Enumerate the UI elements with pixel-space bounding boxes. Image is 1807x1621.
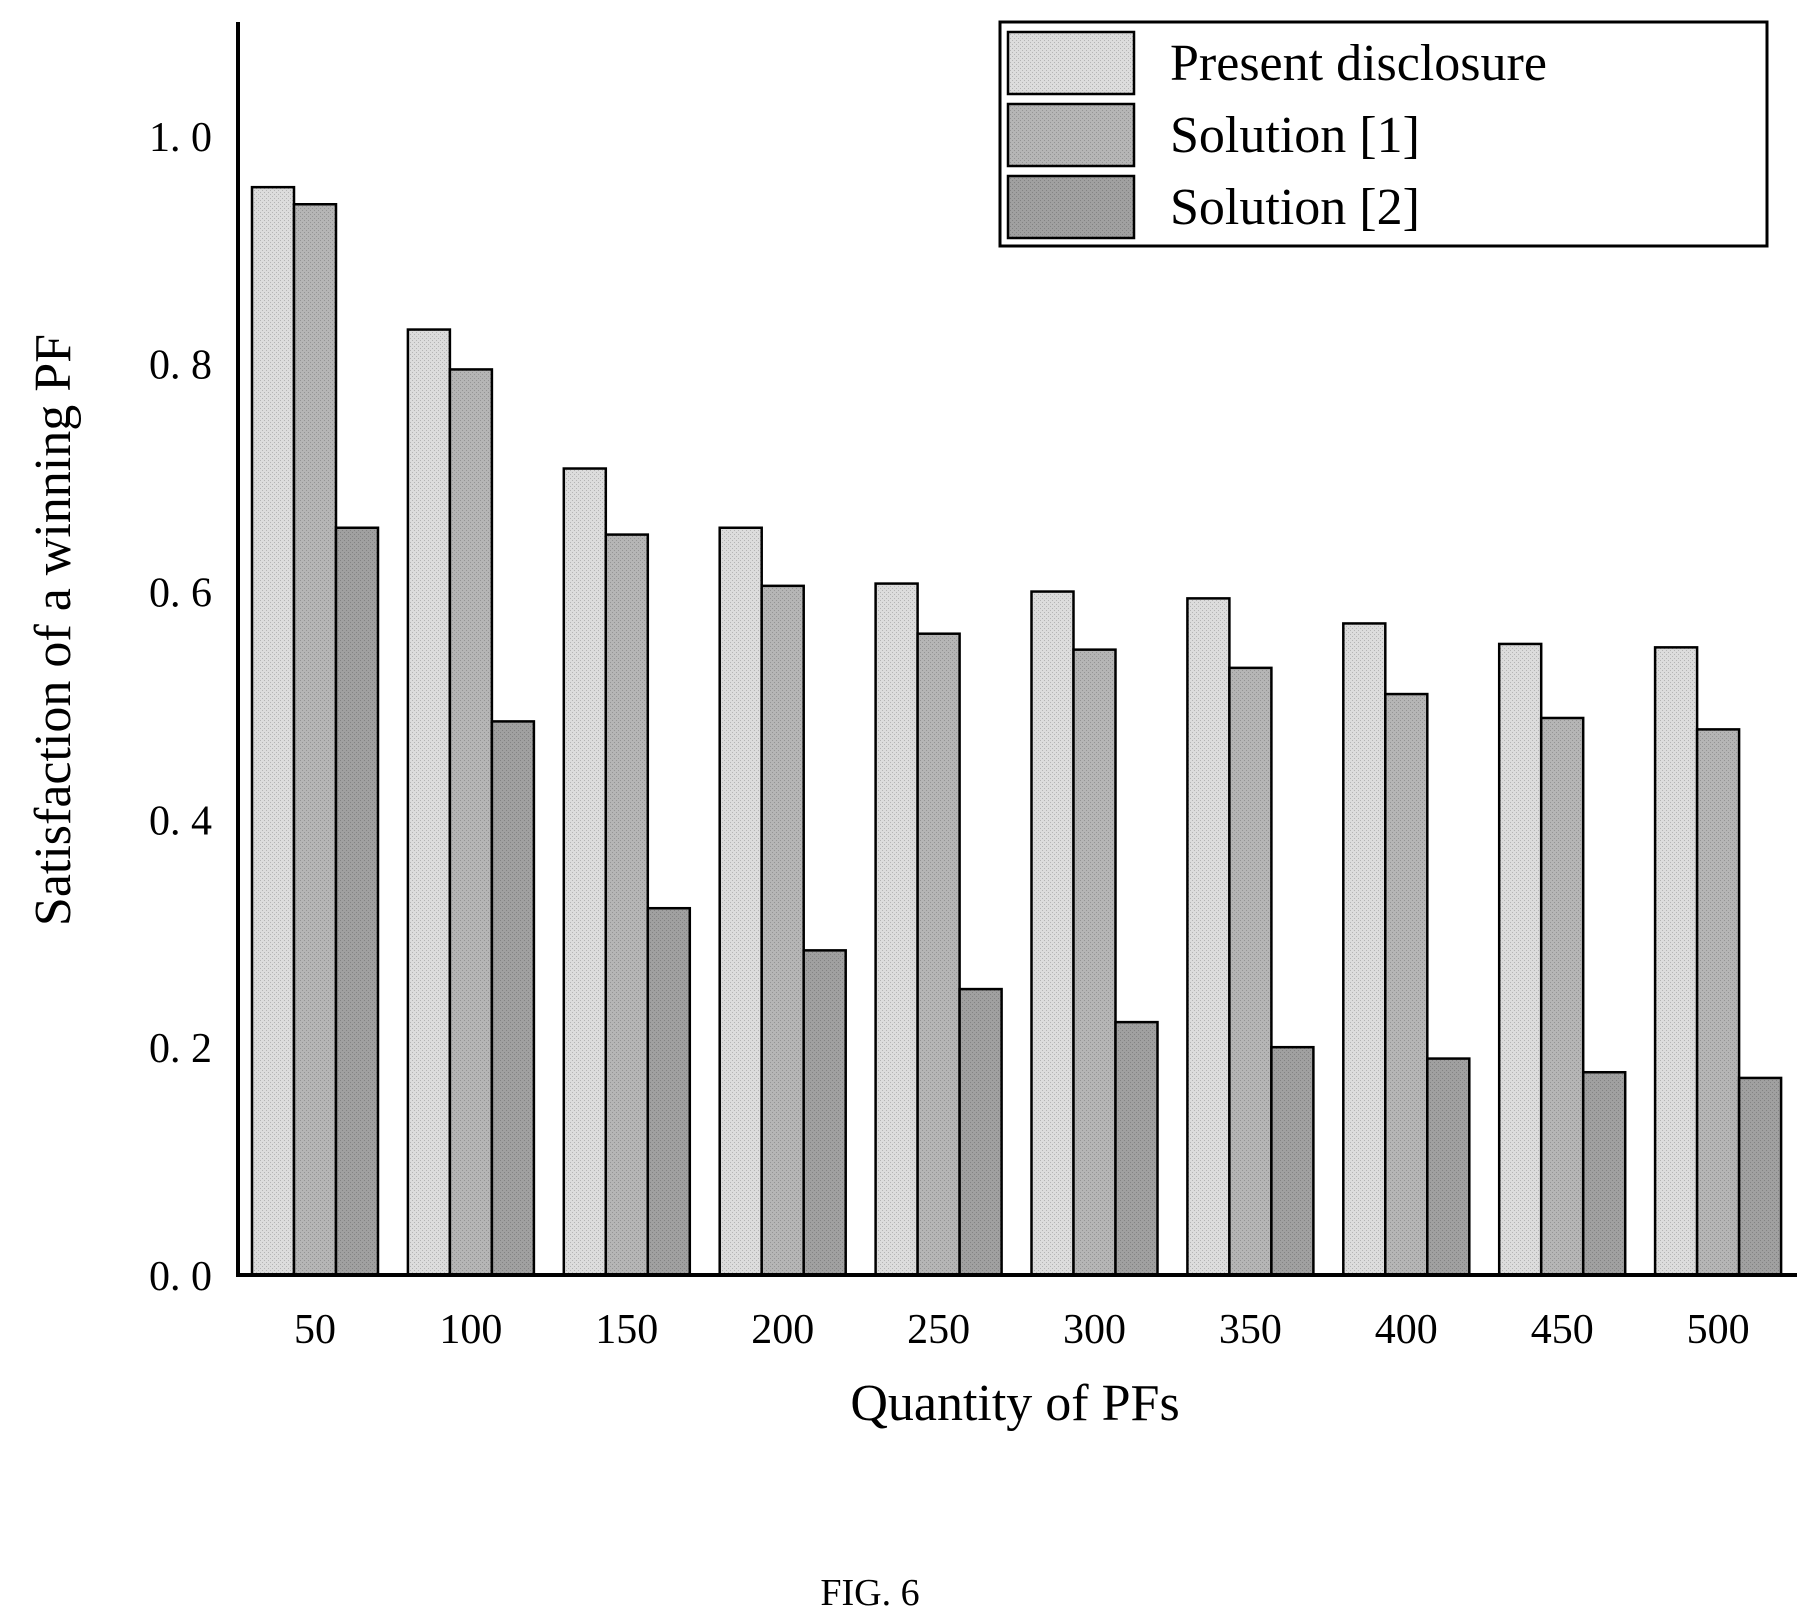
x-tick-label: 150 — [595, 1307, 658, 1353]
bar-texture — [647, 908, 690, 1275]
bar-texture — [491, 721, 534, 1275]
bar-texture — [449, 369, 492, 1275]
y-tick-label: 0. 4 — [149, 798, 212, 844]
bar-texture — [1229, 667, 1272, 1275]
x-tick-label: 500 — [1687, 1307, 1750, 1353]
y-tick-label: 0. 2 — [149, 1026, 212, 1072]
x-tick-label: 100 — [439, 1307, 502, 1353]
bar-texture — [1271, 1047, 1314, 1275]
legend-label: Solution [1] — [1170, 107, 1420, 164]
bar-texture — [1739, 1077, 1782, 1275]
legend: Present disclosure Solution [1] Solution [… — [998, 20, 1769, 248]
x-tick-label: 300 — [1063, 1307, 1126, 1353]
bar-texture — [605, 534, 648, 1275]
bar-texture — [252, 187, 294, 1275]
bar-texture — [1385, 694, 1428, 1275]
legend-swatch-texture — [1008, 104, 1134, 166]
bar-texture — [1541, 717, 1584, 1275]
tick-labels: 0. 0 0. 2 0. 4 0. 6 0. 8 1. 0 50 100 150 200 250 30… — [149, 115, 1750, 1353]
bar-texture — [1031, 591, 1074, 1275]
bar-texture — [1427, 1058, 1470, 1275]
bar-texture — [294, 204, 336, 1276]
legend-swatch-texture — [1008, 176, 1134, 238]
x-tick-label: 200 — [751, 1307, 814, 1353]
bars — [250, 185, 1783, 1277]
bar-texture — [1697, 729, 1740, 1275]
bar-texture — [1115, 1022, 1158, 1275]
y-tick-label: 1. 0 — [149, 115, 212, 161]
bar-texture — [563, 468, 606, 1275]
x-tick-label: 350 — [1219, 1307, 1282, 1353]
y-tick-label: 0. 0 — [149, 1254, 212, 1300]
axes — [236, 22, 1797, 1277]
legend-label: Solution [2] — [1170, 179, 1420, 236]
y-tick-label: 0. 8 — [149, 343, 212, 389]
bar-texture — [1583, 1072, 1626, 1275]
bar-texture — [1499, 643, 1542, 1275]
y-tick-label: 0. 6 — [149, 571, 212, 617]
legend-label: Present disclosure — [1170, 35, 1547, 92]
figure-caption: FIG. 6 — [820, 1572, 919, 1614]
bar-texture — [407, 329, 450, 1275]
bar-texture — [719, 527, 762, 1275]
x-tick-label: 450 — [1531, 1307, 1594, 1353]
bar-texture — [761, 585, 804, 1275]
bar-texture — [875, 583, 918, 1275]
bar-texture — [803, 950, 846, 1275]
bar-texture — [1187, 598, 1230, 1275]
bar-texture — [1343, 623, 1386, 1275]
bar-texture — [917, 633, 960, 1275]
bar-texture — [1073, 649, 1116, 1275]
bar-texture — [336, 527, 378, 1275]
legend-swatch-texture — [1008, 32, 1134, 94]
x-tick-label: 250 — [907, 1307, 970, 1353]
bar-texture — [1655, 647, 1698, 1275]
y-axis-title: Satisfaction of a winning PF — [25, 334, 82, 926]
x-tick-label: 50 — [294, 1307, 336, 1353]
bar-texture — [959, 989, 1002, 1275]
x-tick-label: 400 — [1375, 1307, 1438, 1353]
x-axis-title: Quantity of PFs — [850, 1375, 1179, 1432]
